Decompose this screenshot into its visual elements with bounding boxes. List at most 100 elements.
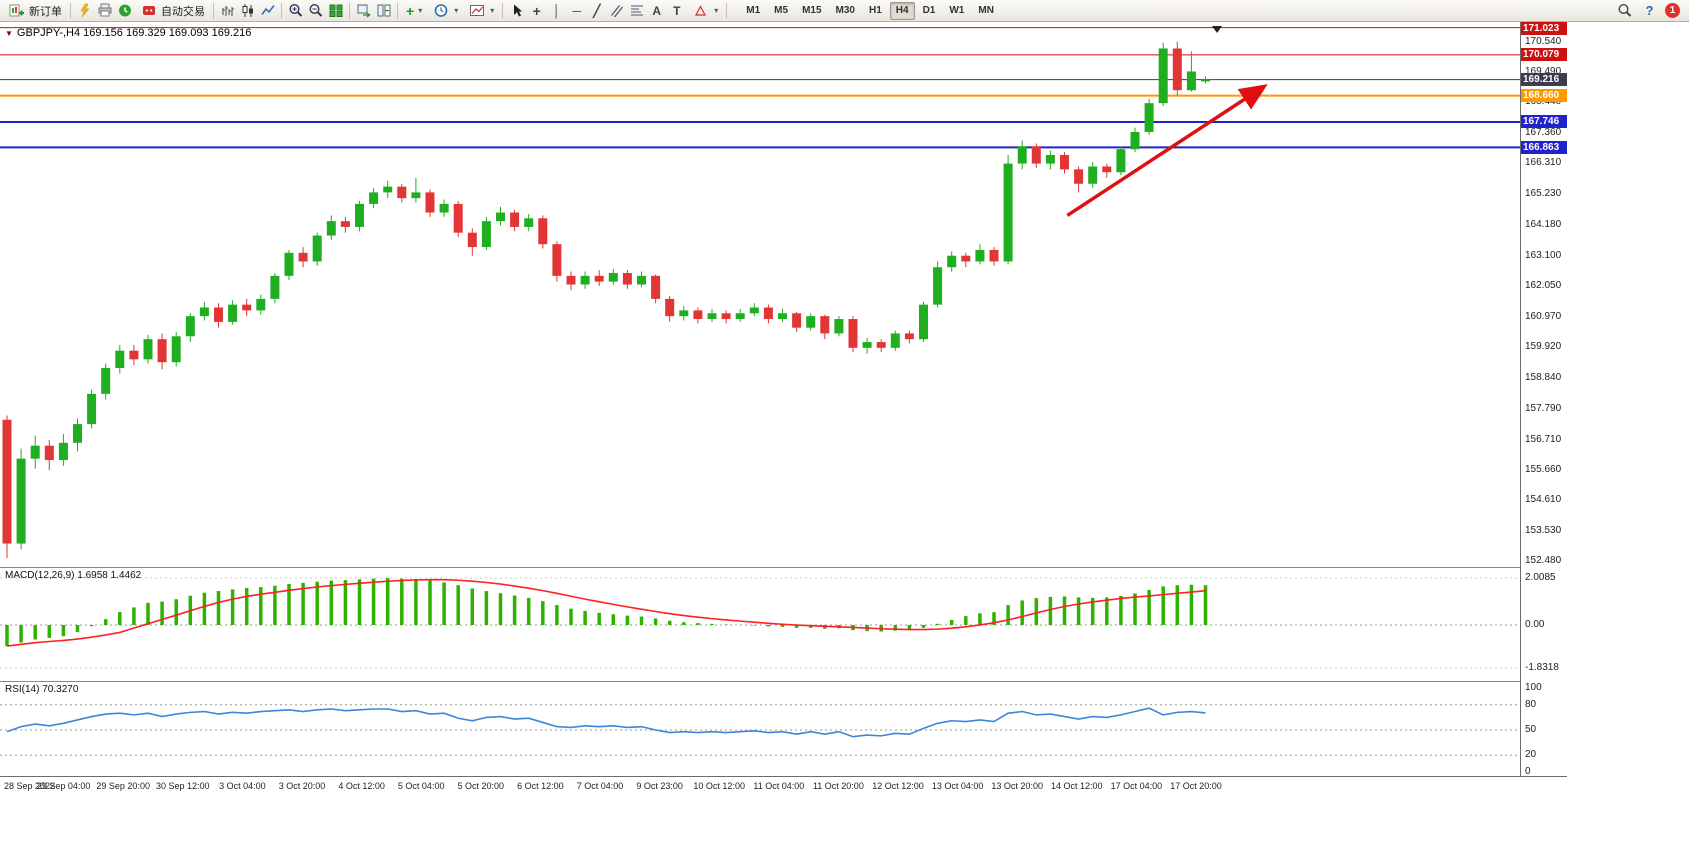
timeframe-button-h4[interactable]: H4 xyxy=(889,1,915,20)
time-axis-label: 13 Oct 20:00 xyxy=(991,781,1043,791)
label-tool-icon[interactable]: T xyxy=(673,3,681,18)
price-tick-label: 152.480 xyxy=(1525,555,1562,567)
price-tick-label: 163.100 xyxy=(1525,249,1562,261)
price-tick-label: 155.660 xyxy=(1525,463,1562,475)
price-level-badge[interactable]: 169.216 xyxy=(1521,73,1567,87)
tile-windows-icon[interactable] xyxy=(326,2,345,20)
trend-arrow-annotation[interactable] xyxy=(1066,84,1268,217)
shapes-button[interactable]: ▾ xyxy=(687,0,722,21)
timeframe-button-d1[interactable]: D1 xyxy=(922,4,936,16)
macd-axis-label: -1.8318 xyxy=(1525,661,1559,673)
crosshair-icon[interactable]: + xyxy=(532,2,541,19)
timeframe-button-mn[interactable]: MN xyxy=(978,4,994,16)
macd-axis-label: 0.00 xyxy=(1525,619,1545,630)
add-indicator-button[interactable]: + ▾ xyxy=(402,0,426,21)
templates-button[interactable]: ▾ xyxy=(463,0,498,21)
bar-chart-mode-icon[interactable] xyxy=(218,2,237,20)
rsi-axis-label: 80 xyxy=(1525,698,1537,710)
fibonacci-tool-icon[interactable] xyxy=(627,2,646,20)
timeframe-button-m1[interactable]: M1 xyxy=(746,4,761,16)
auto-scroll-icon[interactable] xyxy=(354,2,373,20)
autotrade-button[interactable]: 自动交易 xyxy=(135,0,209,21)
help-icon[interactable]: ? xyxy=(1645,3,1654,18)
price-tick-label: 154.610 xyxy=(1525,494,1562,506)
chart-title-text: GBPJPY-,H4 169.156 169.329 169.093 169.2… xyxy=(16,27,252,39)
time-axis-label: 30 Sep 12:00 xyxy=(156,781,210,791)
time-axis-label: 29 Sep 04:00 xyxy=(36,781,91,791)
macd-label: MACD(12,26,9) 1.6958 1.4462 xyxy=(5,570,142,581)
price-level-badge[interactable]: 167.746 xyxy=(1521,115,1567,129)
clock-icon xyxy=(431,2,450,20)
new-order-icon xyxy=(7,2,26,20)
timeframe-button-h1[interactable]: H1 xyxy=(868,4,882,16)
search-icon[interactable] xyxy=(1615,2,1634,20)
time-axis-label: 11 Oct 04:00 xyxy=(753,781,805,791)
cursor-icon[interactable] xyxy=(507,2,526,20)
time-axis-label: 12 Oct 12:00 xyxy=(872,781,924,791)
template-chart-icon xyxy=(467,2,486,20)
price-level-badge[interactable]: 171.023 xyxy=(1521,22,1567,35)
timeframe-group: M1 M5 M15 M30 H1 H4 D1 W1 MN xyxy=(739,1,1001,20)
price-tick-label: 153.530 xyxy=(1525,525,1562,537)
time-axis-label: 29 Sep 20:00 xyxy=(96,781,150,791)
chart-title: ▼ GBPJPY-,H4 169.156 169.329 169.093 169… xyxy=(5,27,251,39)
price-level-badge[interactable]: 168.660 xyxy=(1521,89,1567,103)
candles xyxy=(2,41,1210,558)
timeframe-button-m5[interactable]: M5 xyxy=(774,4,789,16)
time-axis-label: 5 Oct 04:00 xyxy=(397,781,445,791)
metaeditor-icon[interactable] xyxy=(75,2,94,20)
macd-histogram xyxy=(5,578,1208,647)
print-icon[interactable] xyxy=(95,2,114,20)
text-tool-icon[interactable]: A xyxy=(652,3,662,18)
price-level-badge[interactable]: 166.863 xyxy=(1521,140,1567,154)
level-lines[interactable] xyxy=(0,27,1520,149)
symbol-dropdown-icon[interactable]: ▼ xyxy=(5,28,13,38)
price-tick-label: 170.540 xyxy=(1525,35,1562,47)
new-order-button[interactable]: 新订单 xyxy=(3,0,66,21)
horizontal-line-tool-icon[interactable]: ─ xyxy=(572,3,581,18)
chart-window: ▼ GBPJPY-,H4 169.156 169.329 169.093 169… xyxy=(0,22,1568,796)
trendline-tool-icon[interactable]: ╱ xyxy=(593,3,601,18)
chart-shift-icon[interactable] xyxy=(374,2,393,20)
price-tick-label: 157.790 xyxy=(1525,402,1562,414)
time-axis-label: 4 Oct 12:00 xyxy=(338,781,385,791)
toolbar-separator xyxy=(213,2,214,19)
chevron-down-icon: ▾ xyxy=(714,6,719,15)
candlestick-mode-icon[interactable] xyxy=(238,2,257,20)
toolbar-separator xyxy=(70,2,71,19)
rsi-axis-label: 100 xyxy=(1525,682,1542,693)
time-axis-label: 17 Oct 20:00 xyxy=(1170,781,1222,791)
toolbar-separator xyxy=(349,2,350,19)
toolbar-separator xyxy=(397,2,398,19)
periods-button[interactable]: ▾ xyxy=(427,0,462,21)
timeframe-button-m30[interactable]: M30 xyxy=(835,4,855,16)
time-axis[interactable]: 28 Sep 2022 29 Sep 04:00 29 Sep 20:00 30 Se… xyxy=(0,776,1567,796)
timeframe-button-w1[interactable]: W1 xyxy=(949,4,965,16)
autotrade-label: 自动交易 xyxy=(161,5,205,18)
time-axis-label: 3 Oct 20:00 xyxy=(278,781,326,791)
rsi-label: RSI(14) 70.3270 xyxy=(5,684,79,695)
chart-shift-marker[interactable] xyxy=(1212,26,1222,33)
price-axis[interactable]: 170.540169.490168.440167.360166.310165.2… xyxy=(1520,22,1568,777)
zoom-out-icon[interactable] xyxy=(306,2,325,20)
history-center-icon[interactable] xyxy=(115,2,134,20)
chevron-down-icon: ▾ xyxy=(418,6,423,15)
price-level-badge[interactable]: 170.079 xyxy=(1521,48,1567,62)
line-chart-mode-icon[interactable] xyxy=(258,2,277,20)
zoom-in-icon[interactable] xyxy=(286,2,305,20)
price-tick-label: 164.180 xyxy=(1525,218,1562,230)
toolbar: 新订单 自动交易 xyxy=(0,0,1689,22)
rsi-axis-label: 0 xyxy=(1525,766,1531,777)
autotrade-icon xyxy=(139,2,158,20)
rsi-line xyxy=(6,707,1206,738)
notification-badge[interactable]: 1 xyxy=(1665,3,1680,18)
price-chart[interactable] xyxy=(0,22,1520,776)
channel-tool-icon[interactable] xyxy=(607,2,626,20)
time-axis-label: 6 Oct 12:00 xyxy=(517,781,564,791)
toolbar-separator xyxy=(281,2,282,19)
vertical-line-tool-icon[interactable]: │ xyxy=(552,3,561,18)
toolbar-separator xyxy=(502,2,504,19)
timeframe-button-m15[interactable]: M15 xyxy=(802,4,822,16)
time-axis-label: 17 Oct 04:00 xyxy=(1110,781,1163,791)
